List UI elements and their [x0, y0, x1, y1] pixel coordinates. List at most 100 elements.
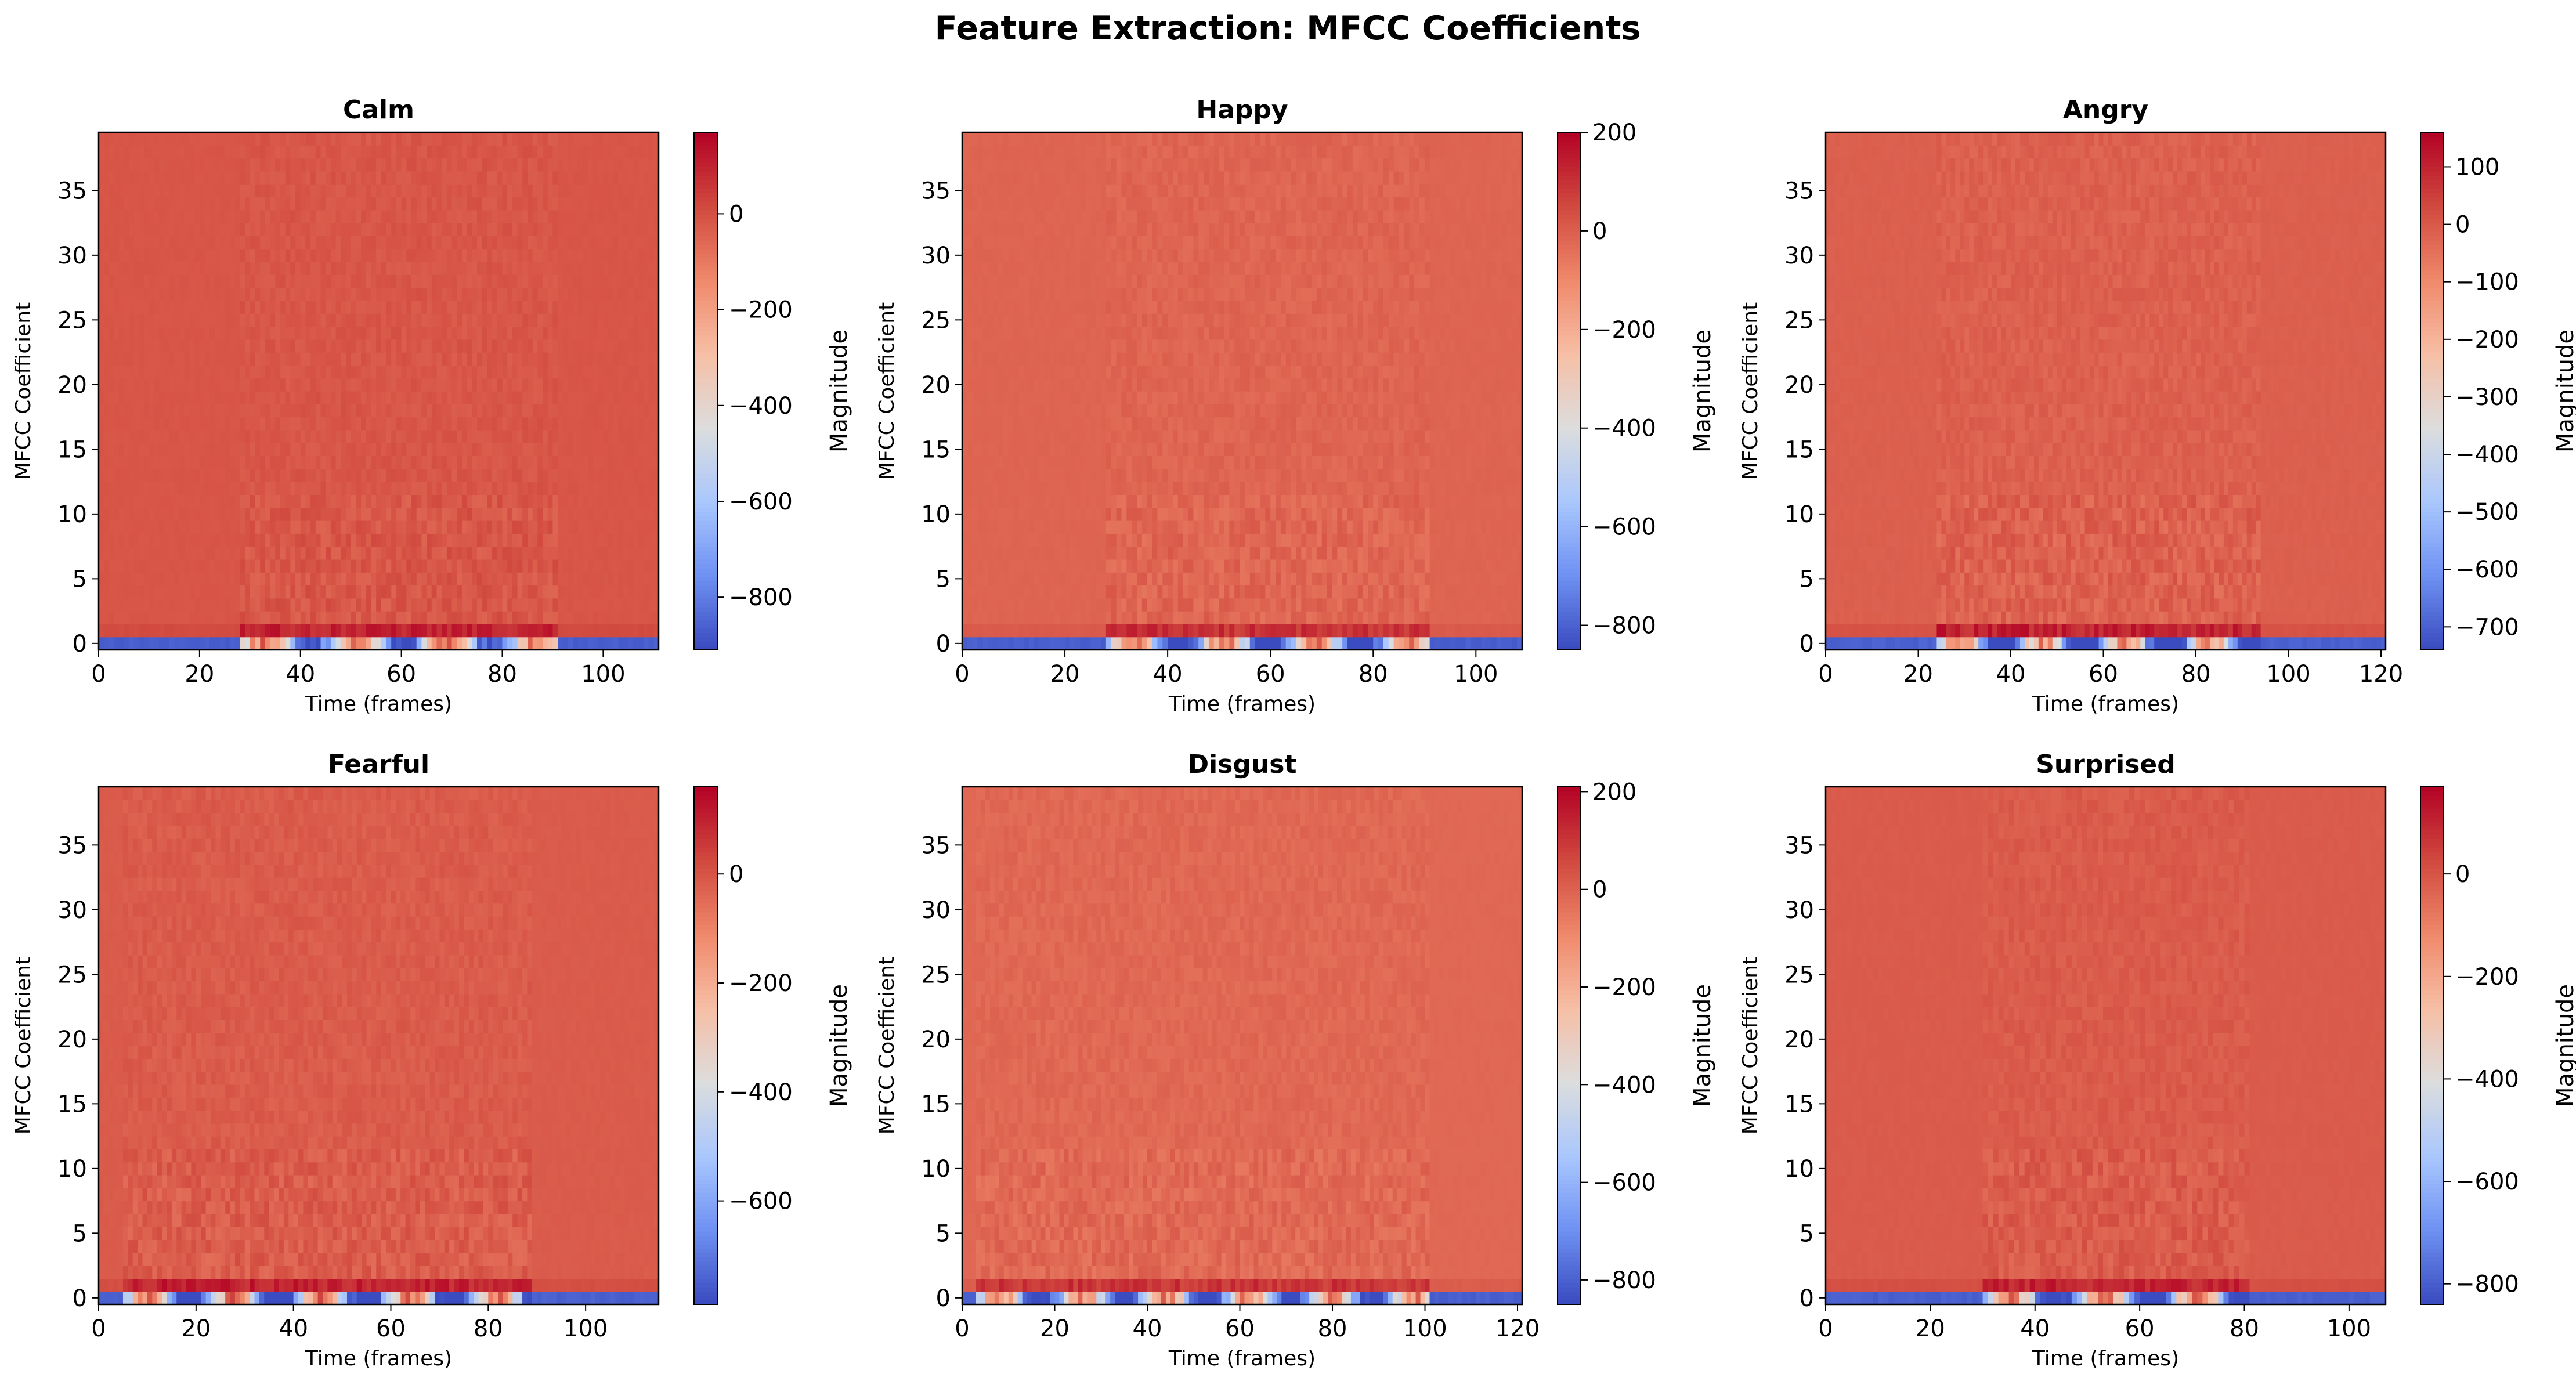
heatmap-cell: [280, 404, 286, 418]
heatmap-cell: [421, 468, 427, 482]
heatmap-cell: [99, 236, 104, 250]
heatmap-cell: [461, 429, 468, 443]
heatmap-cell: [492, 248, 498, 262]
heatmap-cell: [1070, 624, 1076, 638]
heatmap-cell: [613, 158, 619, 172]
heatmap-cell: [406, 455, 412, 469]
heatmap-cell: [436, 184, 442, 198]
heatmap-cell: [320, 482, 326, 495]
heatmap-cell: [411, 611, 417, 624]
heatmap-cell: [482, 507, 488, 521]
heatmap-cell: [280, 455, 286, 469]
heatmap-cell: [993, 637, 999, 650]
heatmap-cell: [653, 443, 659, 457]
heatmap-cell: [356, 248, 362, 262]
heatmap-cell: [442, 197, 447, 211]
heatmap-cell: [133, 223, 140, 236]
heatmap-cell: [169, 404, 175, 418]
heatmap-cell: [517, 197, 523, 211]
heatmap-cell: [114, 455, 120, 469]
heatmap-cell: [638, 455, 644, 469]
colorbar-tick-label: −400: [729, 393, 793, 420]
heatmap-cell: [1244, 637, 1251, 650]
heatmap-cell: [633, 637, 639, 650]
heatmap-cell: [592, 365, 599, 379]
heatmap-cell: [275, 482, 281, 495]
heatmap-cell: [245, 520, 251, 534]
heatmap-cell: [320, 559, 326, 573]
heatmap-cell: [522, 546, 528, 560]
heatmap-cell: [118, 274, 125, 288]
heatmap-cell: [492, 132, 498, 146]
heatmap-cell: [315, 300, 321, 314]
heatmap-cell: [558, 197, 563, 211]
colorbar-segment: [694, 555, 717, 560]
heatmap-cell: [335, 223, 341, 236]
heatmap-cell: [300, 287, 306, 301]
heatmap-cell: [133, 365, 140, 379]
heatmap-cell: [507, 455, 513, 469]
heatmap-cell: [577, 197, 584, 211]
heatmap-cell: [376, 611, 382, 624]
heatmap-cell: [608, 404, 614, 418]
heatmap-cell: [199, 391, 205, 404]
heatmap-cell: [522, 391, 528, 404]
heatmap-cell: [588, 455, 594, 469]
heatmap-cell: [427, 223, 432, 236]
heatmap-cell: [552, 572, 558, 586]
heatmap-cell: [1147, 624, 1153, 638]
heatmap-cell: [446, 637, 453, 650]
heatmap-cell: [280, 248, 286, 262]
heatmap-cell: [320, 546, 326, 560]
heatmap-cell: [315, 443, 321, 457]
heatmap-cell: [537, 494, 543, 508]
heatmap-cell: [532, 300, 538, 314]
heatmap-cell: [159, 482, 165, 495]
heatmap-cell: [482, 468, 488, 482]
y-tick-label: 25: [57, 307, 87, 334]
heatmap-cell: [1352, 611, 1359, 624]
heatmap-cell: [1481, 637, 1487, 650]
heatmap-cell: [129, 494, 135, 508]
heatmap-cell: [345, 391, 352, 404]
heatmap-cell: [577, 559, 584, 573]
heatmap-cell: [431, 158, 438, 172]
heatmap-cell: [366, 572, 372, 586]
heatmap-cell: [598, 223, 604, 236]
heatmap-cell: [628, 598, 634, 612]
heatmap-cell: [280, 184, 286, 198]
heatmap-cell: [416, 326, 422, 340]
heatmap-cell: [618, 572, 624, 586]
heatmap-cell: [552, 378, 558, 392]
heatmap-cell: [204, 417, 210, 431]
heatmap-cell: [124, 482, 129, 495]
heatmap-cell: [356, 429, 362, 443]
heatmap-cell: [280, 197, 286, 211]
heatmap-cell: [638, 339, 644, 353]
heatmap-cell: [305, 339, 311, 353]
colorbar-segment: [694, 542, 717, 547]
heatmap-cell: [129, 455, 135, 469]
heatmap-cell: [209, 598, 215, 612]
heatmap-cell: [371, 404, 377, 418]
heatmap-cell: [467, 443, 472, 457]
heatmap-cell: [391, 274, 397, 288]
heatmap-cell: [124, 624, 129, 638]
heatmap-cell: [487, 378, 493, 392]
heatmap-cell: [512, 365, 518, 379]
heatmap-cell: [457, 171, 463, 185]
heatmap-cell: [467, 520, 472, 534]
heatmap-cell: [366, 494, 372, 508]
heatmap-cell: [345, 313, 352, 327]
heatmap-cell: [371, 572, 377, 586]
heatmap-cell: [442, 132, 447, 146]
heatmap-cell: [577, 482, 584, 495]
heatmap-cell: [1342, 611, 1348, 624]
heatmap-cell: [326, 248, 331, 262]
heatmap-cell: [214, 132, 221, 146]
heatmap-cell: [598, 158, 604, 172]
heatmap-cell: [517, 274, 523, 288]
heatmap-cell: [260, 378, 266, 392]
heatmap-cell: [648, 262, 654, 275]
heatmap-cell: [371, 262, 377, 275]
